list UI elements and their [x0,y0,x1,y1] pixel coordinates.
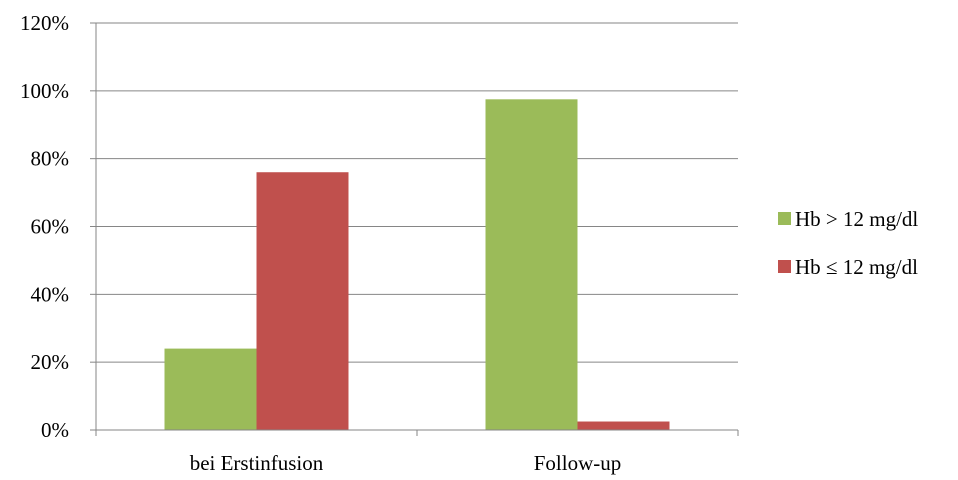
y-tick-labels: 0% 20% 40% 60% 80% 100% 120% [20,11,69,442]
axes [90,22,739,436]
y-tick-label: 60% [31,215,70,239]
y-tick-label: 20% [31,350,70,374]
x-tick-label: bei Erstinfusion [190,451,324,475]
gridlines [96,22,738,363]
legend-label: Hb ≤ 12 mg/dl [795,255,918,279]
y-tick-label: 0% [41,418,69,442]
x-tick-labels: bei Erstinfusion Follow-up [190,451,622,475]
legend: Hb > 12 mg/dl Hb ≤ 12 mg/dl [778,207,918,279]
legend-swatch [778,212,791,225]
bar [577,421,670,430]
y-tick-label: 120% [20,11,69,35]
legend-swatch [778,260,791,273]
y-tick-label: 40% [31,282,70,306]
bars [164,99,670,430]
bar [256,172,349,430]
y-tick-label: 80% [31,147,70,171]
x-tick-label: Follow-up [534,451,622,475]
legend-label: Hb > 12 mg/dl [795,207,918,231]
y-tick-label: 100% [20,79,69,103]
bar [485,99,578,430]
bar [164,348,257,430]
